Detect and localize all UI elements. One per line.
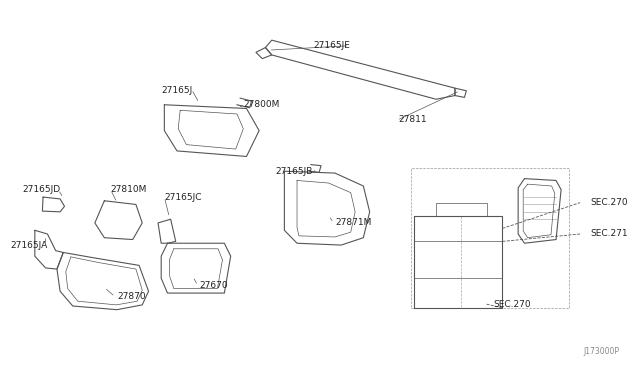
- Text: 27870: 27870: [117, 292, 145, 301]
- Text: SEC.270: SEC.270: [591, 198, 628, 207]
- Text: 27811: 27811: [398, 115, 427, 124]
- Text: 27165JD: 27165JD: [22, 185, 60, 194]
- Text: 27800M: 27800M: [243, 100, 280, 109]
- Text: SEC.271: SEC.271: [591, 230, 628, 238]
- Text: J173000P: J173000P: [583, 347, 620, 356]
- Text: 27810M: 27810M: [111, 185, 147, 194]
- Text: SEC.270: SEC.270: [493, 300, 531, 309]
- Text: 27165JA: 27165JA: [10, 241, 47, 250]
- Text: 27670: 27670: [199, 281, 228, 290]
- Text: 27165J: 27165J: [161, 86, 193, 94]
- Text: 27165JE: 27165JE: [314, 41, 351, 50]
- Text: 27871M: 27871M: [335, 218, 371, 227]
- Text: 27165JC: 27165JC: [164, 193, 202, 202]
- Text: 27165JB: 27165JB: [275, 167, 313, 176]
